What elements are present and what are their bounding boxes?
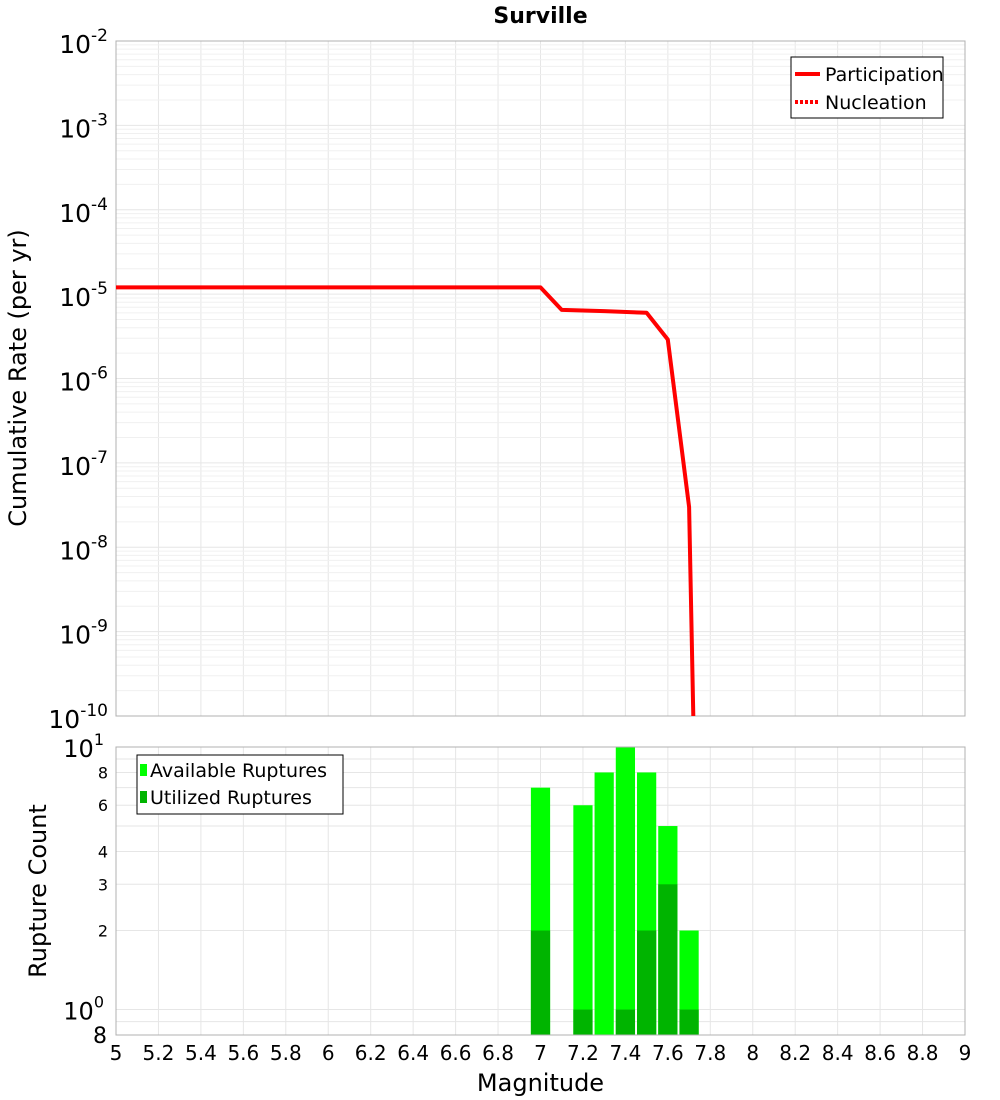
bar-available (573, 805, 593, 1035)
x-tick-label: 5.8 (270, 1041, 302, 1065)
y-tick-label: 10-4 (59, 195, 108, 228)
y-tick-label: 8 (98, 763, 108, 782)
chart-title: Surville (493, 4, 587, 29)
y-tick-label: 10-3 (59, 110, 108, 143)
y-axis-label: Cumulative Rate (per yr) (4, 229, 32, 527)
y-tick-label: 6 (98, 796, 108, 815)
x-tick-label: 6.8 (482, 1041, 514, 1065)
legend-label-utilized-ruptures: Utilized Ruptures (150, 787, 312, 809)
x-tick-label: 5.4 (185, 1041, 217, 1065)
bar-utilized (615, 1009, 636, 1035)
series-line-nucleation (116, 285, 695, 717)
y-tick-label: 10-8 (59, 532, 108, 565)
x-tick-label: 6.6 (440, 1041, 472, 1065)
bar-utilized (573, 1009, 593, 1035)
y-tick-label: 3 (98, 875, 108, 894)
x-axis-label: Magnitude (477, 1069, 604, 1097)
bar-available (679, 930, 699, 1035)
x-tick-label: 8.6 (864, 1041, 896, 1065)
legend-swatch-utilized-ruptures (140, 791, 147, 803)
y-tick-label: 10-10 (48, 701, 108, 734)
legend-label-participation: Participation (825, 64, 944, 86)
y-tick-label: 4 (98, 842, 108, 861)
x-tick-label: 7.4 (609, 1041, 641, 1065)
x-tick-label: 6.4 (397, 1041, 429, 1065)
bottom-plot-frame (115, 746, 966, 1036)
x-tick-label: 8 (746, 1041, 759, 1065)
x-tick-label: 5.6 (227, 1041, 259, 1065)
y-tick-label: 10-2 (59, 26, 108, 59)
bar-utilized (679, 1009, 699, 1035)
x-tick-label: 7.6 (652, 1041, 684, 1065)
y-tick-label: 10-9 (59, 617, 108, 650)
y-tick-label: 8 (93, 1024, 107, 1049)
x-tick-label: 8.2 (779, 1041, 811, 1065)
bar-utilized (637, 930, 657, 1035)
y-tick-label: 2 (98, 922, 108, 941)
x-tick-label: 7.2 (567, 1041, 599, 1065)
x-tick-label: 7 (534, 1041, 547, 1065)
legend-swatch-available-ruptures (140, 764, 147, 776)
y-tick-label: 10-7 (59, 448, 108, 481)
x-tick-label: 5.2 (143, 1041, 175, 1065)
bar-utilized (530, 930, 551, 1035)
y-axis-label: Rupture Count (24, 804, 52, 978)
x-tick-label: 6 (322, 1041, 335, 1065)
legend-label-available-ruptures: Available Ruptures (150, 760, 327, 782)
x-tick-label: 8.8 (907, 1041, 939, 1065)
bar-utilized (658, 884, 678, 1035)
top-plot: Surville 10-2 10-3 10-4 10-5 10-6 10-7 10-8 10-9… (4, 4, 966, 734)
bottom-legend-box (136, 754, 344, 815)
bar-available (594, 772, 614, 1035)
bar-available (615, 747, 636, 1035)
x-tick-label: 7.8 (694, 1041, 726, 1065)
x-tick-label: 9 (959, 1041, 972, 1065)
y-tick-label: 10-6 (59, 364, 108, 397)
y-tick-label: 10-5 (59, 279, 108, 312)
top-plot-frame (115, 40, 966, 717)
x-tick-label: 8.4 (822, 1041, 854, 1065)
x-tick-label: 6.2 (355, 1041, 387, 1065)
legend-label-nucleation: Nucleation (825, 92, 927, 114)
x-tick-label: 5 (110, 1041, 123, 1065)
series-line-participation (116, 285, 696, 717)
top-legend-box (790, 56, 944, 119)
y-tick-label: 101 (63, 730, 104, 763)
y-tick-label: 100 (63, 993, 104, 1026)
